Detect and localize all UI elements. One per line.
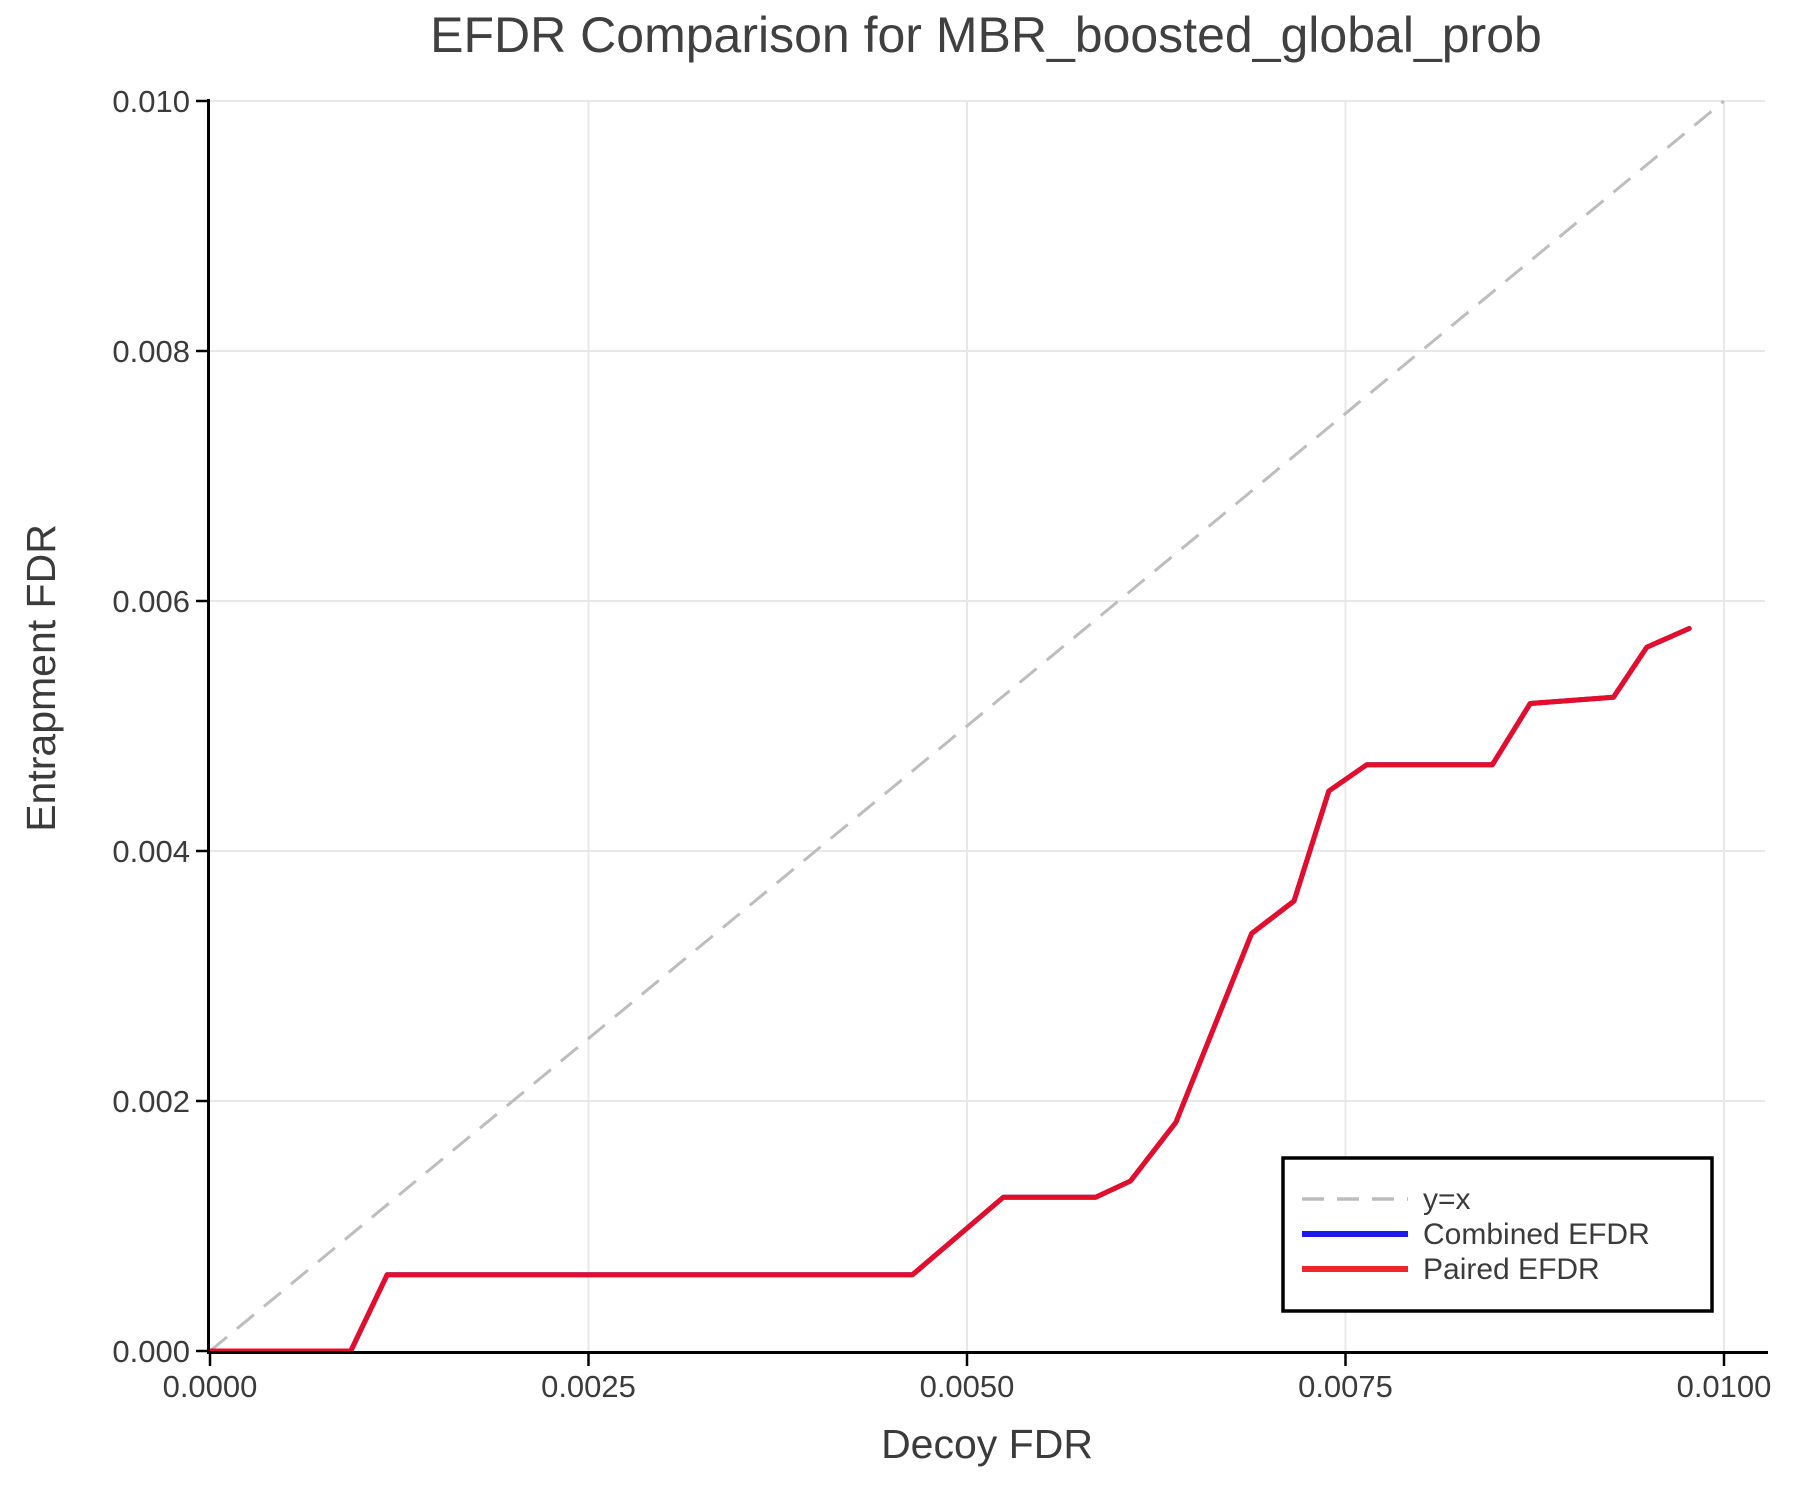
y-tick-label: 0.008 <box>112 334 190 369</box>
x-tick-label: 0.0000 <box>163 1369 258 1404</box>
chart-title: EFDR Comparison for MBR_boosted_global_p… <box>430 7 1542 63</box>
legend-entry-yx: y=x <box>1302 1183 1471 1216</box>
legend-label-combined: Combined EFDR <box>1423 1218 1650 1251</box>
x-axis-label: Decoy FDR <box>881 1421 1093 1467</box>
legend-label-yx: y=x <box>1423 1183 1471 1216</box>
legend-label-paired: Paired EFDR <box>1423 1253 1600 1286</box>
tick-marks-and-labels: 0.0000 0.0025 0.0050 0.0075 0.0100 0.000 0.002… <box>112 84 1771 1404</box>
y-tick-label: 0.006 <box>112 584 190 619</box>
series-group <box>207 626 1692 1354</box>
series-paired-efdr <box>207 626 1692 1354</box>
axis-spines <box>207 99 1768 1354</box>
y-equals-x-line <box>209 99 1725 1353</box>
grid-lines <box>210 100 1765 1352</box>
reference-line-group <box>209 99 1725 1353</box>
x-tick-label: 0.0050 <box>920 1369 1015 1404</box>
x-tick-label: 0.0025 <box>541 1369 636 1404</box>
y-tick-label: 0.000 <box>112 1334 190 1369</box>
y-axis-label: Entrapment FDR <box>18 524 64 832</box>
legend: y=x Combined EFDR Paired EFDR <box>1281 1156 1714 1313</box>
y-tick-label: 0.010 <box>112 84 190 119</box>
x-tick-label: 0.0100 <box>1677 1369 1772 1404</box>
y-tick-label: 0.002 <box>112 1084 190 1119</box>
legend-entry-combined: Combined EFDR <box>1302 1218 1650 1251</box>
y-tick-label: 0.004 <box>112 834 190 869</box>
x-tick-label: 0.0075 <box>1298 1369 1393 1404</box>
legend-entry-paired: Paired EFDR <box>1302 1253 1600 1286</box>
